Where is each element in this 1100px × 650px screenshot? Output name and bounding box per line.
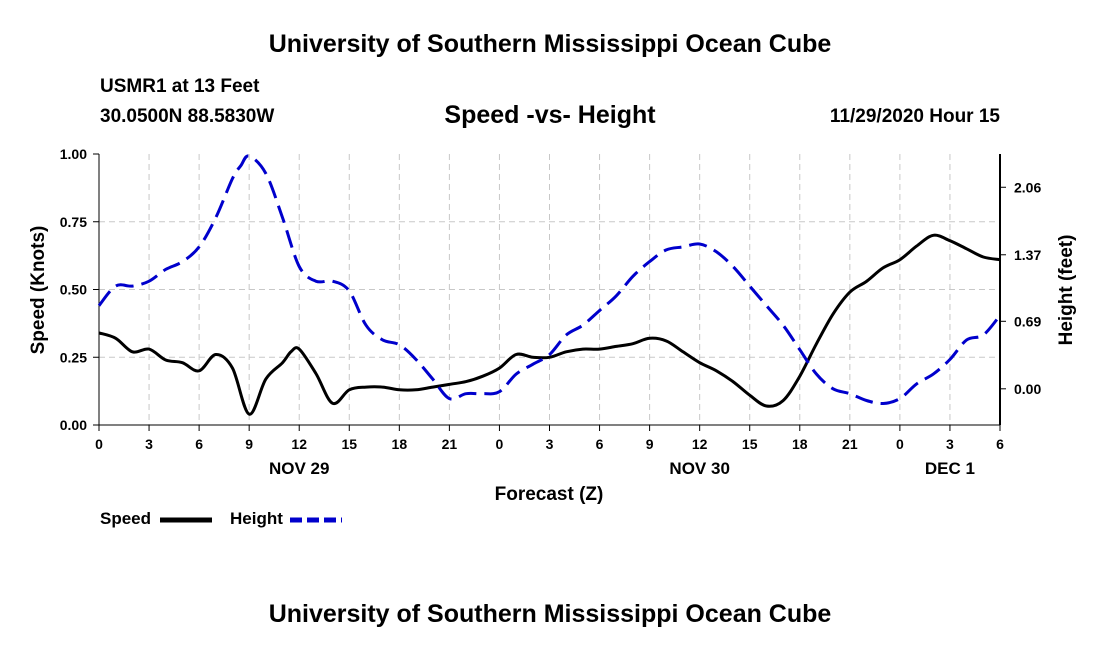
x-tick-label: 3 [145, 436, 153, 452]
y2-tick-label: 1.37 [1014, 247, 1041, 263]
x-axis-label: Forecast (Z) [495, 484, 604, 505]
x-tick-label: 15 [742, 436, 758, 452]
date-label: NOV 29 [269, 459, 329, 478]
forecast-datetime: 11/29/2020 Hour 15 [829, 106, 1000, 127]
x-tick-label: 6 [195, 436, 203, 452]
x-tick-label: 9 [646, 436, 654, 452]
footer-title: University of Southern Mississippi Ocean… [268, 600, 832, 628]
chart-subtitle: Speed -vs- Height [444, 101, 656, 129]
x-tick-label: 21 [842, 436, 858, 452]
x-tick-label: 18 [392, 436, 408, 452]
y-tick-label: 0.00 [60, 417, 87, 433]
x-tick-label: 0 [496, 436, 504, 452]
legend-height-label: Height [230, 509, 283, 528]
x-tick-label: 0 [896, 436, 904, 452]
x-tick-label: 18 [792, 436, 808, 452]
station-label: USMR1 at 13 Feet [100, 76, 260, 97]
x-tick-label: 9 [245, 436, 253, 452]
y2-tick-label: 0.00 [1014, 381, 1041, 397]
x-tick-label: 3 [546, 436, 554, 452]
x-tick-label: 12 [692, 436, 708, 452]
x-tick-label: 21 [442, 436, 458, 452]
grid-layer [99, 154, 1000, 425]
y2-axis-label: Height (feet) [1056, 235, 1077, 346]
y-tick-label: 0.50 [60, 282, 87, 298]
x-tick-label: 3 [946, 436, 954, 452]
x-tick-label: 15 [341, 436, 357, 452]
y-tick-label: 0.75 [60, 214, 87, 230]
x-tick-label: 6 [596, 436, 604, 452]
date-label: DEC 1 [925, 459, 975, 478]
x-tick-label: 6 [996, 436, 1004, 452]
y-tick-label: 1.00 [60, 146, 87, 162]
speed-series-line [98, 233, 1001, 416]
height-series-line [97, 154, 1002, 406]
x-tick-label: 12 [291, 436, 307, 452]
y-tick-label: 0.25 [60, 349, 87, 365]
date-label: NOV 30 [669, 459, 729, 478]
legend-speed-label: Speed [100, 509, 152, 528]
series-layer [97, 154, 1002, 416]
x-tick-label: 0 [95, 436, 103, 452]
y-axis-label: Speed (Knots) [28, 226, 49, 355]
axes-layer: 0 3 6 9 12 15 18 21 0 3 6 9 12 15 18 21 0 3 6 0.00 0.25 0.50 0… [60, 146, 1042, 478]
chart-title: University of Southern Mississippi Ocean… [268, 30, 832, 58]
y2-tick-label: 0.69 [1014, 313, 1041, 329]
coordinates-label: 30.0500N 88.5830W [100, 106, 275, 127]
y2-tick-label: 2.06 [1014, 179, 1041, 195]
